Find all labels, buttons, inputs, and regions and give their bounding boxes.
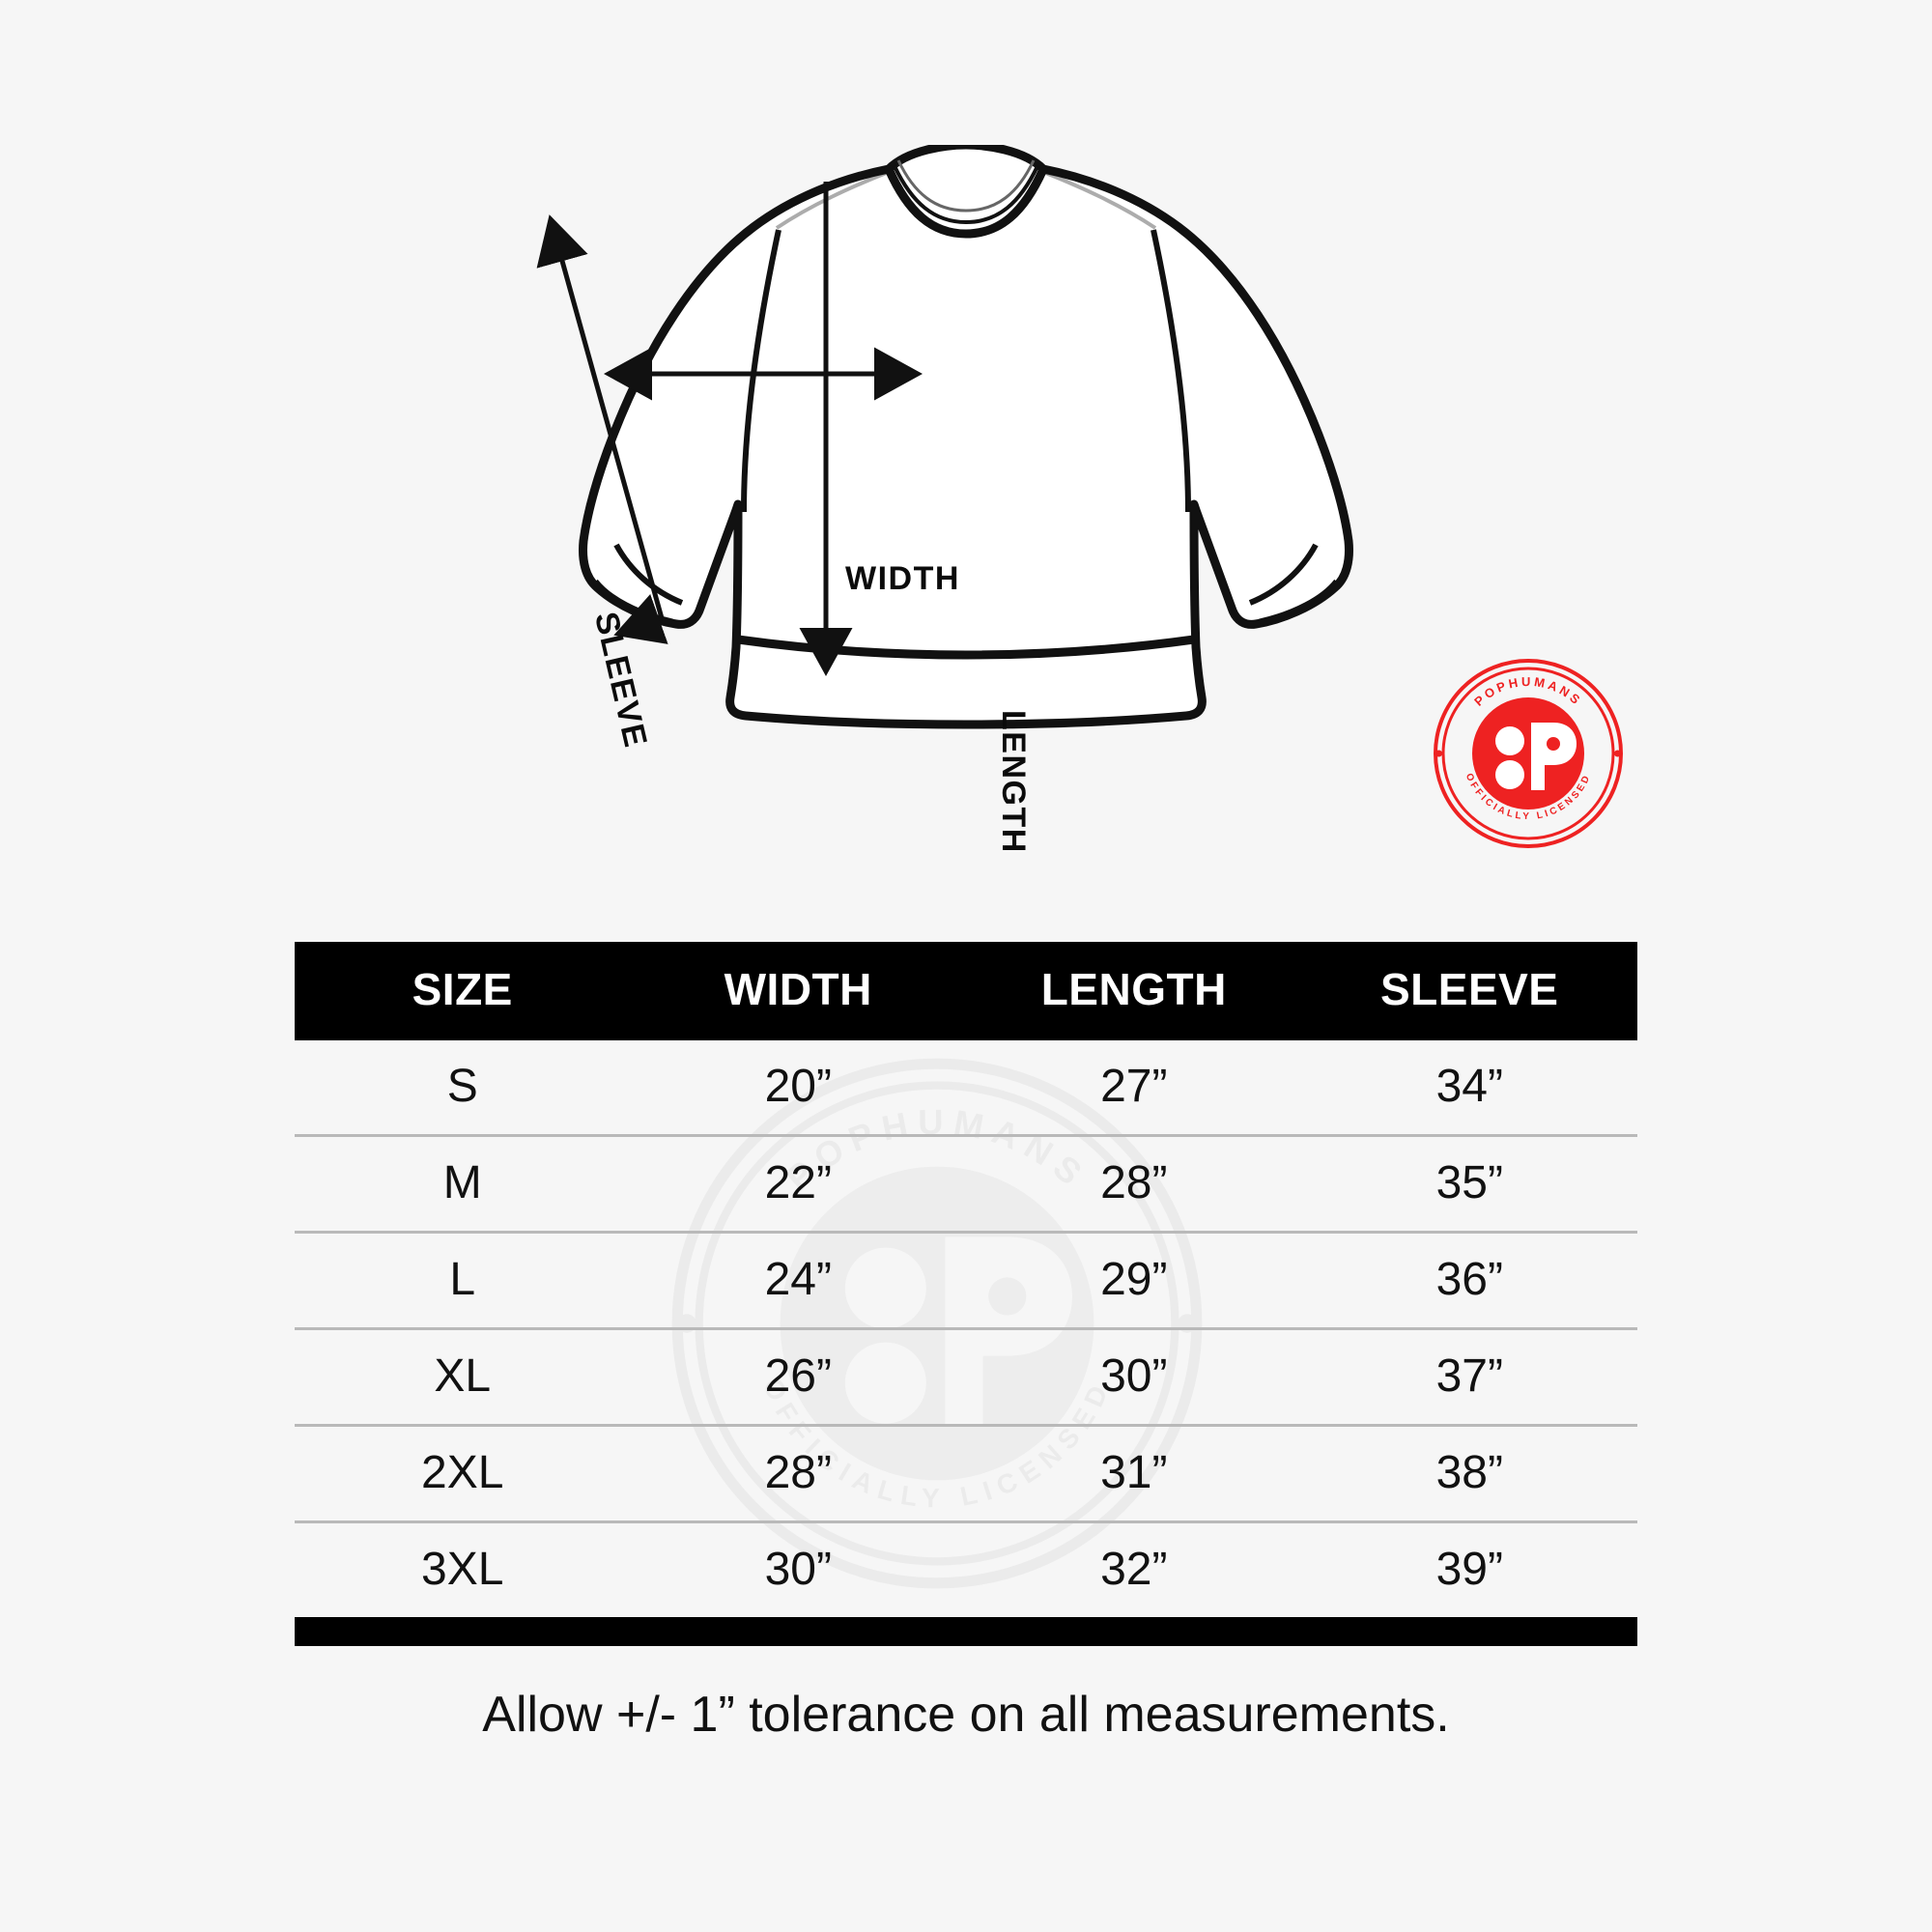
cell-width: 26” (630, 1328, 966, 1427)
sleeve-arrow (536, 214, 665, 619)
table-row: L 24” 29” 36” (295, 1232, 1637, 1330)
sweatshirt-drawing (536, 145, 1353, 729)
cell-length: 31” (966, 1425, 1302, 1523)
cell-width: 30” (764, 1544, 832, 1595)
cell-width: 22” (630, 1135, 966, 1234)
cell-length: 28” (966, 1135, 1302, 1234)
header-width: WIDTH (630, 942, 966, 1040)
pophumans-badge: POPHUMANS OFFICIALLY LICENSED (1432, 657, 1625, 850)
cell-length: 27” (966, 1040, 1302, 1137)
garment-illustration: WIDTH LENGTH SLEEVE (0, 145, 1932, 918)
table-header-row: SIZE WIDTH LENGTH SLEEVE (295, 942, 1637, 1040)
cell-sleeve: 37” (1301, 1328, 1637, 1427)
table-row: S 20” 27” 34” (295, 1040, 1637, 1137)
table-row: XL 26” 30” 37” (295, 1328, 1637, 1427)
cell-size: 2XL (295, 1425, 631, 1523)
cell-width: 28” (630, 1425, 966, 1523)
width-label: WIDTH (845, 560, 960, 597)
cell-length: 32” (1100, 1544, 1168, 1595)
cell-sleeve: 34” (1301, 1040, 1637, 1137)
table-row: 3XL 30” 32” 39” (295, 1522, 1637, 1618)
header-size: SIZE (295, 942, 631, 1040)
cell-length: 29” (966, 1232, 1302, 1330)
cell-size: M (295, 1135, 631, 1234)
cell-sleeve: 36” (1301, 1232, 1637, 1330)
table-bottom-bar (295, 1617, 1637, 1646)
cell-sleeve: 35” (1301, 1135, 1637, 1234)
table-row: 2XL 28” 31” 38” (295, 1425, 1637, 1523)
size-table: SIZE WIDTH LENGTH SLEEVE S 20” 27” 34” M… (295, 942, 1637, 1617)
pophumans-badge-icon: POPHUMANS OFFICIALLY LICENSED (1434, 659, 1623, 848)
cell-sleeve: 38” (1301, 1425, 1637, 1523)
cell-size: S (295, 1040, 631, 1137)
cell-size: XL (295, 1328, 631, 1427)
cell-size: L (295, 1232, 631, 1330)
size-table-body: S 20” 27” 34” M 22” 28” 35” L 24” 29” 36… (295, 1040, 1637, 1617)
header-length: LENGTH (966, 942, 1302, 1040)
length-label: LENGTH (995, 710, 1032, 854)
cell-width: 24” (630, 1232, 966, 1330)
size-table-head: SIZE WIDTH LENGTH SLEEVE (295, 942, 1637, 1040)
table-row: M 22” 28” 35” (295, 1135, 1637, 1234)
cell-size: 3XL (421, 1544, 504, 1595)
tolerance-note: Allow +/- 1” tolerance on all measuremen… (482, 1687, 1450, 1743)
size-table-wrapper: SIZE WIDTH LENGTH SLEEVE S 20” 27” 34” M… (295, 942, 1637, 1646)
cell-length: 30” (966, 1328, 1302, 1427)
cell-width: 20” (630, 1040, 966, 1137)
header-sleeve: SLEEVE (1301, 942, 1637, 1040)
cell-sleeve: 39” (1435, 1544, 1503, 1595)
